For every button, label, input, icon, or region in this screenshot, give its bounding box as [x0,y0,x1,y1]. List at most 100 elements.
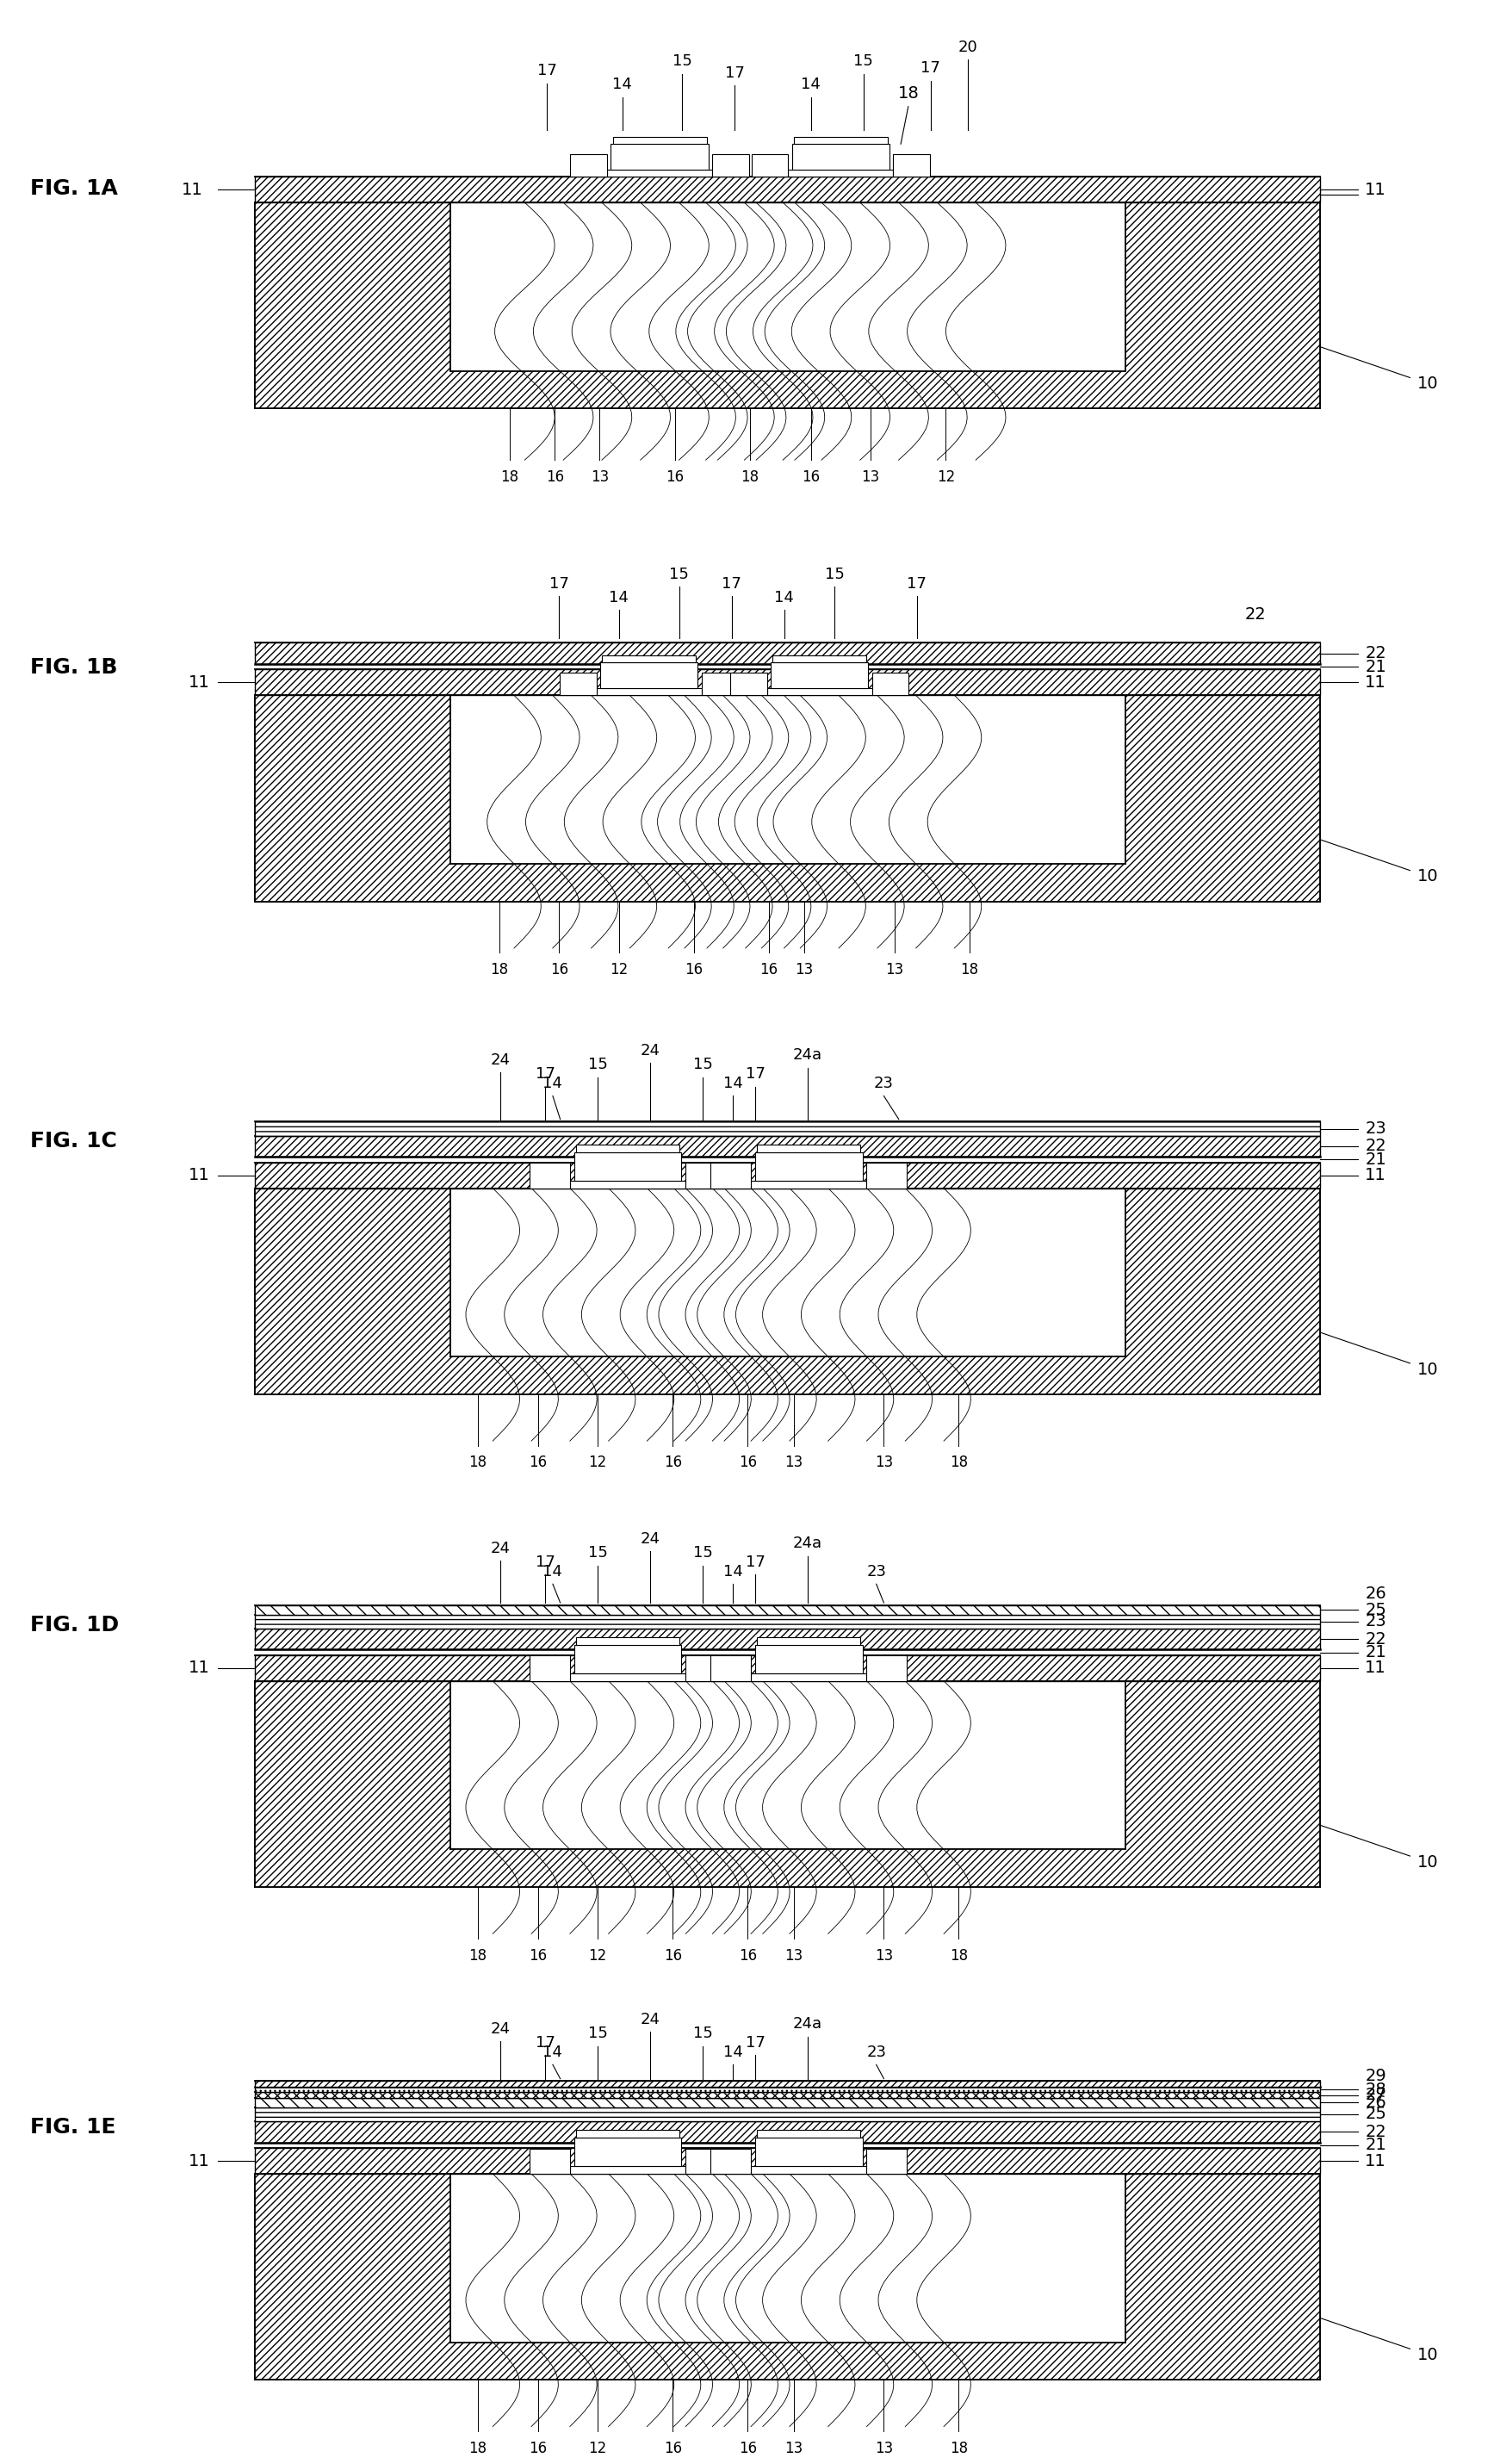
Text: 24: 24 [491,2020,510,2038]
Text: FIG. 1E: FIG. 1E [30,2117,116,2136]
Bar [610,143,708,170]
Text: 21: 21 [1365,1151,1386,1168]
Text: 14: 14 [543,1077,562,1092]
Text: 13: 13 [861,468,880,485]
Bar [255,2149,1320,2173]
Text: 23: 23 [867,1565,886,1579]
Bar [794,138,888,143]
Bar [872,673,909,695]
Text: 17: 17 [537,64,556,79]
Bar [686,2149,726,2173]
Text: 16: 16 [666,468,684,485]
Bar [255,2107,1320,2122]
Text: 17: 17 [746,2035,765,2050]
Text: 13: 13 [874,1949,892,1964]
Bar [255,202,450,409]
Bar [1125,2173,1320,2380]
Text: 18: 18 [741,468,759,485]
Text: 11: 11 [1365,2154,1386,2168]
Bar [767,687,872,695]
Text: 11: 11 [189,2154,210,2168]
Text: 15: 15 [588,2025,608,2040]
Bar [255,1121,1320,1136]
Bar [754,2139,862,2166]
Bar [602,655,696,663]
Bar [255,2092,1320,2097]
Bar [450,259,1125,372]
Text: 18: 18 [950,1949,968,1964]
Text: 18: 18 [468,1949,488,1964]
Bar [255,1188,1320,1395]
Bar [255,1163,1320,1188]
Bar [792,143,889,170]
Bar [754,1646,862,1673]
Text: 17: 17 [536,1067,555,1082]
Text: 10: 10 [1418,867,1438,885]
Bar [758,2129,861,2139]
Bar [255,1614,1320,1629]
Bar [570,1180,686,1188]
Text: 16: 16 [663,2439,683,2457]
Text: 14: 14 [723,2045,743,2060]
Text: 21: 21 [1365,2136,1386,2154]
Bar [255,2173,450,2380]
Bar [758,1636,861,1646]
Bar [255,670,1320,695]
Bar [450,1680,1125,1737]
Text: 23: 23 [874,1077,894,1092]
Text: 15: 15 [672,54,692,69]
Text: 17: 17 [722,577,741,591]
Text: 11: 11 [182,182,203,197]
Text: 15: 15 [693,1545,713,1560]
Text: 17: 17 [536,2035,555,2050]
Bar [600,663,698,687]
Text: 23: 23 [867,2045,886,2060]
Bar [560,673,597,695]
Bar [255,1680,1320,1887]
Text: 11: 11 [1365,1661,1386,1676]
Text: 18: 18 [897,86,920,101]
Text: 18: 18 [491,963,509,978]
Bar [892,153,930,177]
Bar [255,2173,1320,2380]
Bar [450,2343,1125,2380]
Bar [450,865,1125,902]
Bar [255,2087,1320,2092]
Text: 16: 16 [738,2439,758,2457]
Text: 11: 11 [1365,1168,1386,1183]
Text: 28: 28 [1365,2082,1386,2097]
Bar [255,2082,1320,2087]
Text: 18: 18 [468,2439,488,2457]
Text: 17: 17 [549,577,569,591]
Bar [255,1680,450,1887]
Text: 18: 18 [468,1456,488,1471]
Text: 23: 23 [1365,1121,1386,1136]
Text: 17: 17 [746,1555,765,1570]
Bar [450,1244,1125,1358]
Text: 18: 18 [501,468,519,485]
Bar [771,663,868,687]
Text: 26: 26 [1365,2094,1386,2112]
Text: 10: 10 [1418,375,1438,392]
Text: 15: 15 [825,567,844,582]
Text: 15: 15 [693,2025,713,2040]
Bar [450,372,1125,409]
Bar [570,2166,686,2173]
Text: FIG. 1C: FIG. 1C [30,1131,117,1151]
Text: 13: 13 [874,2439,892,2457]
Text: 24: 24 [640,2011,660,2028]
Text: 13: 13 [785,2439,802,2457]
Text: 24: 24 [640,1530,660,1547]
Bar [574,1646,681,1673]
Bar [255,177,1320,202]
Text: 16: 16 [760,963,778,978]
Bar [711,1163,752,1188]
Bar [867,1656,908,1680]
Text: 14: 14 [774,589,794,606]
Text: 24: 24 [640,1042,660,1060]
Text: 21: 21 [1365,658,1386,675]
Bar [712,153,748,177]
Bar [576,1143,680,1153]
Text: 15: 15 [853,54,873,69]
Text: 14: 14 [609,589,628,606]
